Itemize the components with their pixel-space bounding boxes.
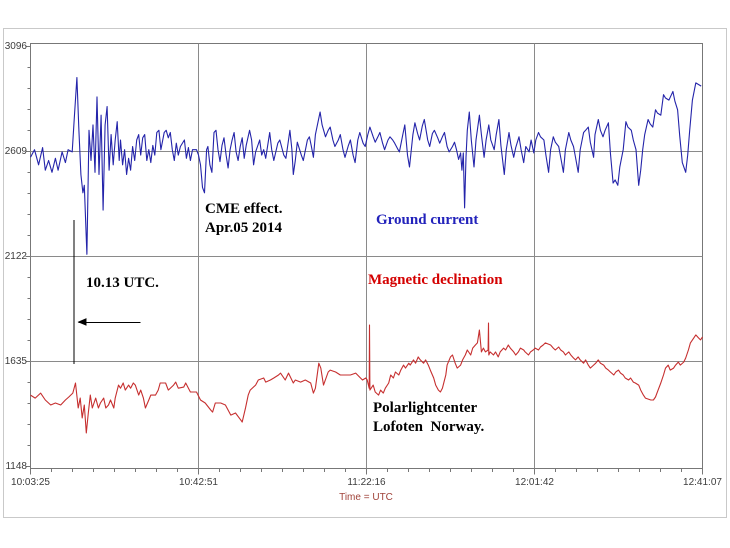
y-tick-label: 2122 (4, 251, 27, 262)
annotation-line: Apr.05 2014 (205, 220, 282, 236)
annotation-credit: Polarlightcenter Lofoten Norway. (373, 399, 484, 437)
x-axis-caption: Time = UTC (339, 492, 393, 503)
outer-frame (3, 28, 727, 518)
event-arrow-head (77, 318, 87, 326)
y-tick-label: 2609 (4, 146, 27, 157)
annotation-line: CME effect. (205, 201, 283, 217)
x-tick-label: 12:41:07 (683, 477, 722, 488)
annotation-event-time: 10.13 UTC. (86, 274, 159, 293)
x-tick-label: 12:01:42 (515, 477, 554, 488)
y-tick-label: 1635 (4, 356, 27, 367)
x-tick-label: 11:22:16 (347, 477, 386, 488)
annotation-line: 10.13 UTC. (86, 275, 159, 291)
x-tick-label: 10:42:51 (179, 477, 218, 488)
series-magnetic-declination (30, 322, 703, 434)
x-tick-label: 10:03:25 (11, 477, 50, 488)
annotation-cme-effect: CME effect. Apr.05 2014 (205, 200, 282, 238)
annotation-line: Ground current (376, 212, 479, 228)
annotation-ground-current-label: Ground current (376, 211, 478, 230)
annotation-line: Polarlightcenter (373, 400, 478, 416)
annotation-line: Lofoten Norway. (373, 419, 485, 435)
annotation-magnetic-declination-label: Magnetic declination (368, 271, 503, 290)
series-ground-current (30, 76, 702, 255)
y-tick-label: 3096 (4, 41, 27, 52)
y-tick-label: 1148 (5, 461, 27, 472)
annotation-line: Magnetic declination (368, 272, 503, 288)
